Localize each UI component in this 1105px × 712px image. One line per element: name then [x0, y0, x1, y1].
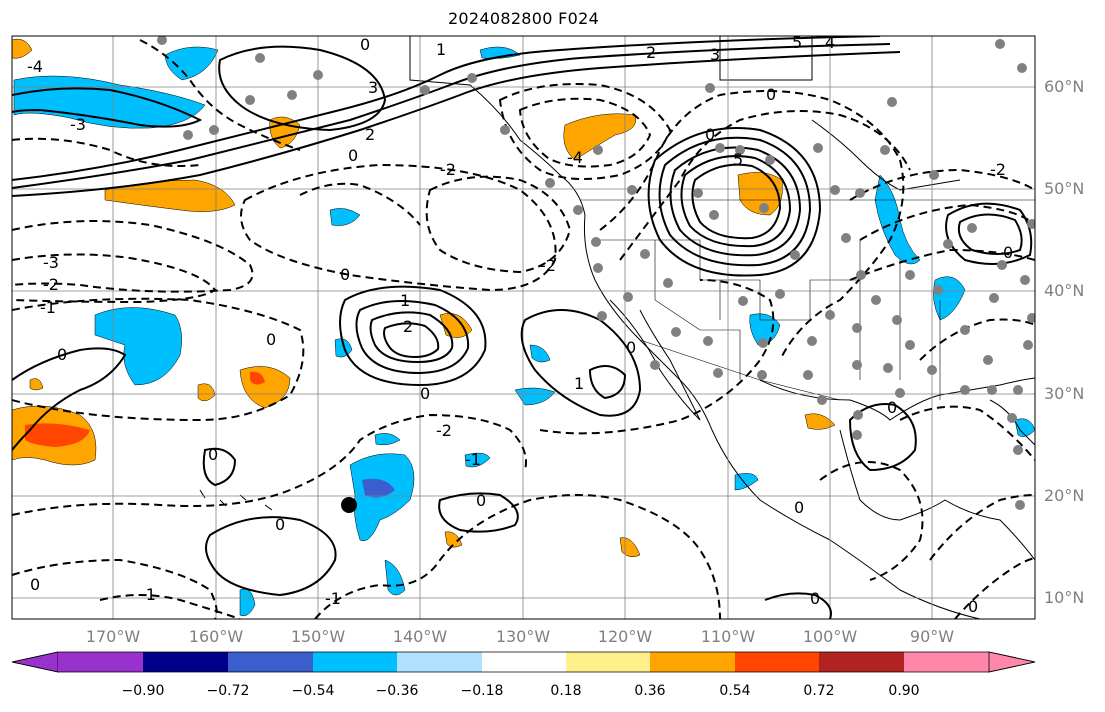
colorbar-bin-10 — [819, 652, 904, 672]
colorbar-bin-1 — [58, 652, 143, 672]
contour-label-zero-j: 0 — [626, 338, 636, 357]
lon-label-130w: 130°W — [495, 627, 551, 646]
contour-label-neg3: -3 — [70, 115, 86, 134]
lat-label-10n: 10°N — [1044, 588, 1085, 607]
contour-label-neg1: -1 — [40, 298, 56, 317]
lon-label-170w: 170°W — [85, 627, 141, 646]
lon-label-90w: 90°W — [909, 627, 955, 646]
colorbar-tick-7: 0.36 — [634, 683, 666, 699]
colorbar-bin-2 — [143, 652, 228, 672]
center-marker — [341, 497, 357, 513]
colorbar-bin-7 — [566, 652, 650, 672]
contour-label-zero-n: 0 — [794, 498, 804, 517]
lat-label-60n: 60°N — [1044, 77, 1085, 96]
station-markers — [157, 36, 1035, 510]
colorbar-tick-9: 0.72 — [803, 683, 835, 699]
contour-label-neg4: -4 — [27, 57, 43, 76]
contour-label-pos1c: 1 — [574, 374, 584, 393]
contour-label-neg2f: -2 — [436, 421, 452, 440]
colorbar-tick-2: −0.72 — [206, 683, 250, 699]
map-title: 2024082800 F024 — [447, 9, 600, 28]
contour-label-zero-h: 0 — [57, 345, 67, 364]
positive-contours — [12, 36, 1033, 619]
colorbar-bin-3 — [228, 652, 313, 672]
colorbar-tick-6: 0.18 — [550, 683, 582, 699]
lat-label-20n: 20°N — [1044, 486, 1085, 505]
contour-label-pos2: 2 — [646, 43, 656, 62]
contour-label-zero: 0 — [360, 35, 370, 54]
colorbar-bin-9 — [735, 652, 819, 672]
lat-label-40n: 40°N — [1044, 281, 1085, 300]
contour-label-zero-l: 0 — [476, 491, 486, 510]
contour-label-zero-c: 0 — [705, 125, 715, 144]
contour-label-zero-i: 0 — [420, 384, 430, 403]
colorbar-tick-8: 0.54 — [719, 683, 751, 699]
contour-label-zero-f: 0 — [340, 265, 350, 284]
contour-label-pos1: 1 — [436, 40, 446, 59]
negative-contours — [12, 39, 1035, 619]
colorbar-bin-6 — [482, 652, 566, 672]
colorbar-tick-10: 0.90 — [888, 683, 920, 699]
contour-label-pos5: 5 — [792, 33, 802, 52]
colorbar — [11, 651, 1036, 673]
contour-label-zero-b: 0 — [348, 146, 358, 165]
colorbar-high-extension — [988, 651, 1036, 673]
colorbar-tick-3: −0.54 — [291, 683, 335, 699]
contour-label-pos4: 4 — [825, 33, 835, 52]
contour-label-zero-p: 0 — [30, 575, 40, 594]
contour-label-neg2e: -2 — [540, 256, 556, 275]
contour-label-zero-d: 0 — [766, 85, 776, 104]
lat-label-30n: 30°N — [1044, 384, 1085, 403]
coastline — [199, 36, 1035, 619]
lon-label-110w: 110°W — [700, 627, 756, 646]
lon-label-100w: 100°W — [802, 627, 858, 646]
colorbar-tick-1: −0.90 — [121, 683, 165, 699]
lon-label-140w: 140°W — [392, 627, 448, 646]
contour-label-zero-g: 0 — [266, 330, 276, 349]
contour-label-zero-r: 0 — [968, 597, 978, 616]
contour-label-neg3c: -3 — [43, 253, 59, 272]
colorbar-bin-11 — [904, 652, 989, 672]
contour-label-zero-k: 0 — [208, 445, 218, 464]
lat-label-50n: 50°N — [1044, 179, 1085, 198]
contour-label-neg2b: -2 — [440, 160, 456, 179]
colorbar-bin-8 — [650, 652, 735, 672]
contour-label-pos3: 3 — [710, 45, 720, 64]
contour-label-pos2c: 2 — [403, 317, 413, 336]
contour-label-neg2d: -2 — [43, 275, 59, 294]
lat-lon-grid — [12, 36, 1035, 619]
map-frame — [11, 35, 1036, 620]
contour-label-zero-o: 0 — [887, 398, 897, 417]
contour-label-neg4b: -4 — [567, 148, 583, 167]
positive-shading — [12, 38, 836, 558]
contour-label-pos5b: 5 — [733, 150, 743, 169]
colorbar-low-extension — [11, 651, 59, 673]
lon-label-160w: 160°W — [188, 627, 244, 646]
colorbar-tick-5: −0.18 — [460, 683, 504, 699]
colorbar-tick-4: −0.36 — [375, 683, 419, 699]
lon-label-150w: 150°W — [290, 627, 346, 646]
contour-label-neg1b: -1 — [465, 450, 481, 469]
contour-label-zero-q: 0 — [810, 589, 820, 608]
contour-label-zero-e: 0 — [1003, 243, 1013, 262]
colorbar-bin-4 — [313, 652, 397, 672]
contour-label-zero-m: 0 — [275, 515, 285, 534]
contour-label-neg1c: -1 — [140, 585, 156, 604]
map-background — [12, 36, 1035, 619]
contour-label-neg2c: -2 — [990, 160, 1006, 179]
contour-label-pos2b: 2 — [365, 125, 375, 144]
contour-label-neg1d: -1 — [325, 589, 341, 608]
lon-label-120w: 120°W — [597, 627, 653, 646]
contour-labels: -4 -3 0 1 2 3 4 5 3 2 0 -2 -4 0 5 0 -2 0… — [27, 33, 1013, 616]
contour-label-pos1b: 1 — [400, 291, 410, 310]
colorbar-bin-5 — [397, 652, 482, 672]
contour-label-pos3b: 3 — [368, 78, 378, 97]
